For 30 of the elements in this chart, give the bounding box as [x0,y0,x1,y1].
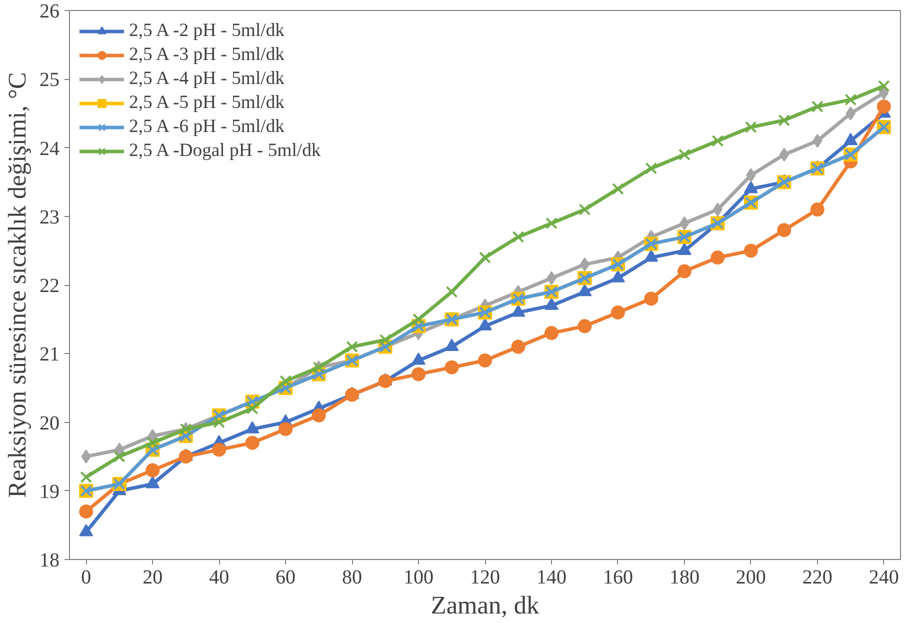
y-tick-label: 19 [40,480,60,503]
legend-label: 2,5 A -2 pH - 5ml/dk [129,20,284,42]
x-tick-label: 180 [669,566,700,588]
y-axis-title: Reaksiyon süresince sıcaklık değişimi, °C [4,72,32,498]
x-tick-label: 240 [868,566,899,588]
y-tick-label: 25 [40,69,60,92]
x-tick-label: 220 [802,566,832,588]
legend-label: 2,5 A -5 pH - 5ml/dk [129,92,284,114]
x-tick-label: 200 [736,566,766,588]
x-tick-label: 120 [470,566,500,588]
legend-label: 2,5 A -3 pH - 5ml/dk [129,44,284,66]
legend-label: 2,5 A -6 pH - 5ml/dk [129,116,284,138]
x-tick-label: 100 [404,566,434,588]
y-tick-label: 23 [40,206,60,228]
x-tick-label: 20 [142,566,163,588]
x-tick-label: 60 [276,566,296,588]
x-tick-label: 0 [81,566,92,588]
y-tick-label: 18 [40,550,60,572]
y-tick-label: 22 [40,275,60,297]
y-tick-label: 21 [40,344,60,366]
x-tick-label: 140 [536,566,566,588]
x-axis-title: Zaman, dk [430,592,540,620]
y-tick-label: 24 [40,138,60,160]
y-tick-label: 20 [40,412,60,434]
legend-label: 2,5 A -4 pH - 5ml/dk [129,68,284,90]
x-tick-label: 40 [209,566,230,588]
legend-label: 2,5 A -Dogal pH - 5ml/dk [129,140,321,162]
y-tick-label: 26 [40,0,60,22]
x-tick-label: 160 [602,566,633,588]
x-tick-label: 80 [342,566,362,588]
